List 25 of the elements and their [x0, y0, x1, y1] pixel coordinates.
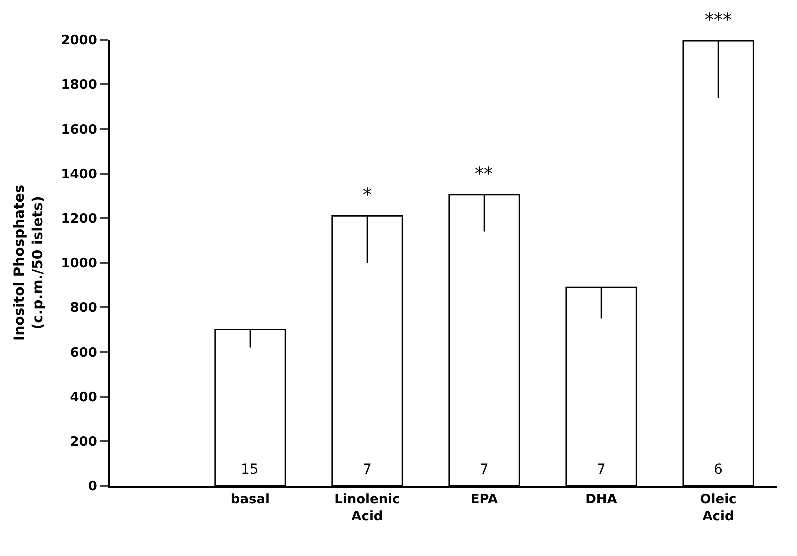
y-axis-title: Inositol Phosphates (c.p.m./50 islets) — [12, 184, 46, 342]
annotation: 7 — [597, 462, 606, 478]
x-tick-label: DHA — [586, 492, 618, 508]
y-tick-label: 1600 — [61, 122, 98, 138]
y-tick-label: 1000 — [61, 256, 98, 272]
y-tick-label: 400 — [70, 390, 98, 406]
annotation: ** — [475, 164, 493, 185]
annotation: 6 — [714, 462, 723, 478]
annotation: 7 — [363, 462, 372, 478]
y-tick-label: 0 — [88, 480, 98, 495]
y-tick-label: 800 — [70, 301, 98, 316]
y-tick-label: 200 — [70, 434, 98, 450]
x-tick-label: Linolenic Acid — [334, 492, 400, 524]
y-tick-label: 600 — [70, 346, 98, 361]
y-tick-label: 1400 — [61, 167, 98, 182]
x-tick-label: basal — [230, 492, 270, 508]
y-tick-label: 1800 — [61, 78, 98, 94]
x-tick-label: Oleic Acid — [700, 492, 737, 524]
annotation: 15 — [241, 462, 259, 478]
annotation: *** — [705, 10, 732, 31]
y-tick-label: 1200 — [61, 212, 98, 227]
annotation: * — [363, 185, 372, 206]
x-tick-label: EPA — [470, 492, 498, 508]
y-tick-label: 2000 — [61, 34, 98, 49]
annotation: 7 — [480, 462, 489, 478]
